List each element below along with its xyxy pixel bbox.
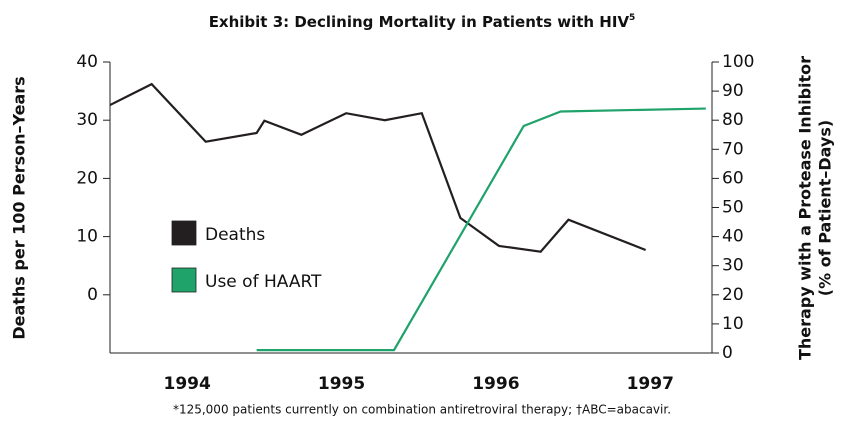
title-superscript: 5	[629, 13, 635, 23]
legend-swatch	[171, 267, 197, 293]
series-line	[109, 82, 647, 253]
y2-tick-label: 50	[722, 198, 744, 218]
y2-tick-label: 20	[722, 285, 744, 305]
chart-title: Exhibit 3: Declining Mortality in Patien…	[209, 13, 636, 31]
y2-tick-label: 80	[722, 110, 744, 130]
x-tick-label: 1994	[164, 374, 211, 394]
y2-tick-label: 60	[722, 168, 744, 188]
y2-tick-label: 0	[722, 343, 733, 363]
y-tick-label: 20	[76, 168, 98, 188]
legend-label: Deaths	[205, 225, 265, 245]
y2-tick-label: 90	[722, 81, 744, 101]
y-tick-label: 0	[87, 285, 98, 305]
y2-tick-label: 70	[722, 139, 744, 159]
legend-label: Use of HAART	[205, 272, 322, 292]
series-line	[256, 107, 706, 352]
y2-tick-label: 40	[722, 227, 744, 247]
x-tick-label: 1997	[627, 374, 674, 394]
x-tick-label: 1995	[318, 374, 365, 394]
y2-axis-label: (% of Patient–Days)	[816, 120, 835, 296]
footnote: *125,000 patients currently on combinati…	[173, 403, 671, 417]
title-text: Exhibit 3: Declining Mortality in Patien…	[209, 13, 630, 31]
x-tick-label: 1996	[472, 374, 519, 394]
y-tick-label: 30	[76, 110, 98, 130]
y-tick-label: 10	[76, 227, 98, 247]
y2-tick-label: 30	[722, 256, 744, 276]
y-axis-label: Deaths per 100 Person–Years	[10, 76, 29, 339]
legend-swatch	[171, 220, 197, 246]
y2-tick-label: 100	[722, 52, 754, 72]
y-tick-label: 40	[76, 52, 98, 72]
y2-tick-label: 10	[722, 314, 744, 334]
y2-axis-label: Therapy with a Protease Inhibitor	[796, 56, 815, 360]
